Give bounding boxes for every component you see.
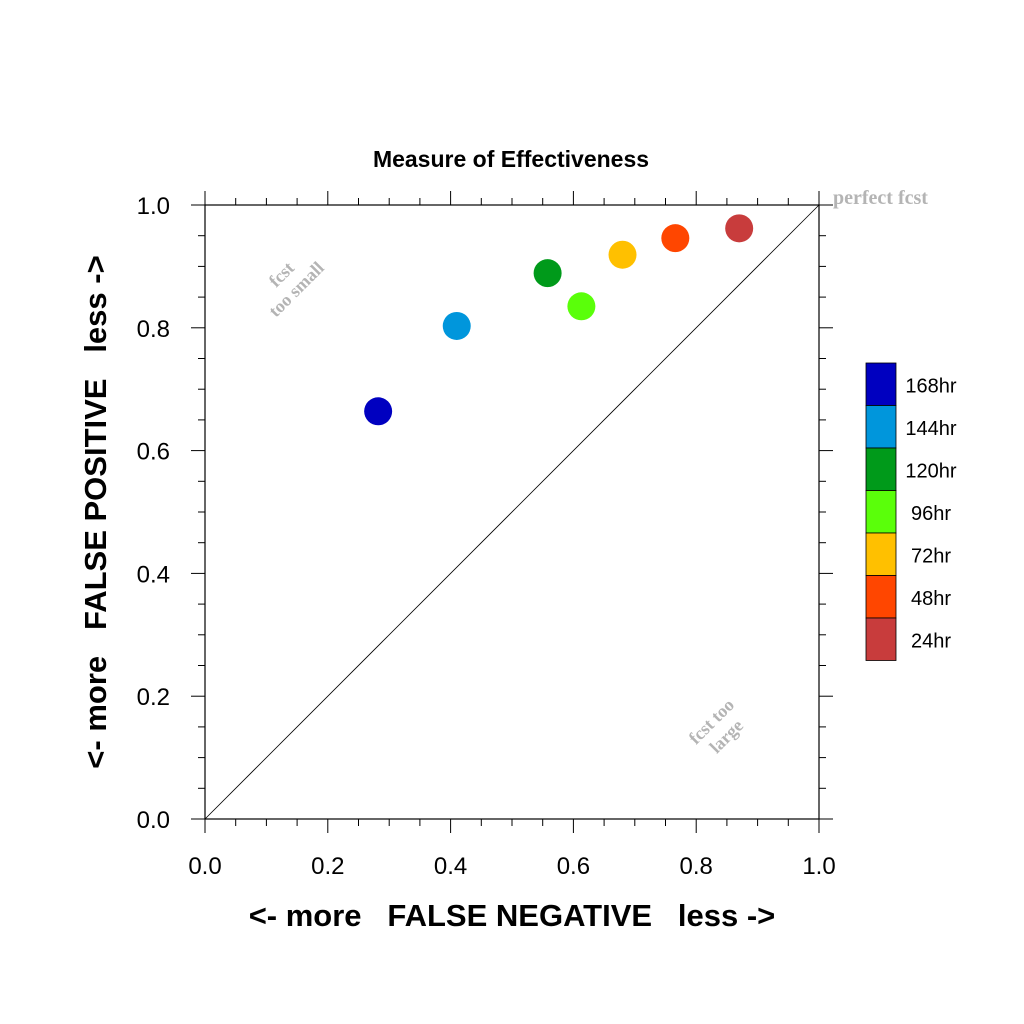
y-tick-label: 0.6 xyxy=(137,439,170,466)
legend: 168hr 144hr 120hr 96hr 72hr 48hr 24hr xyxy=(865,362,957,661)
y-tick-label: 0.2 xyxy=(137,684,170,711)
point-120hr xyxy=(533,259,562,288)
diagonal-reference-line xyxy=(204,204,820,820)
y-tick-label: 0.4 xyxy=(137,561,170,588)
y-axis: 0.0 0.2 0.4 0.6 0.8 1.0 xyxy=(137,193,833,834)
point-96hr xyxy=(567,292,596,321)
legend-swatch-120hr xyxy=(865,447,897,491)
data-points xyxy=(364,214,754,426)
legend-swatch-24hr xyxy=(865,617,897,661)
legend-label-24hr: 24hr xyxy=(911,630,951,652)
legend-swatch-72hr xyxy=(865,532,897,576)
y-tick-label: 0.0 xyxy=(137,807,170,834)
annotation-too-small: fcst too small xyxy=(265,258,328,321)
x-tick-label: 0.2 xyxy=(311,853,344,880)
x-tick-label: 0.0 xyxy=(188,853,221,880)
x-tick-label: 1.0 xyxy=(802,853,835,880)
point-144hr xyxy=(442,311,471,340)
legend-label-144hr: 144hr xyxy=(905,418,956,440)
annotation-too-large: fcst too large xyxy=(685,695,747,757)
point-168hr xyxy=(364,397,393,426)
x-axis: 0.0 0.2 0.4 0.6 0.8 1.0 xyxy=(188,191,836,880)
x-tick-label: 0.6 xyxy=(557,853,590,880)
y-axis-label: <- more FALSE POSITIVE less -> xyxy=(78,255,113,768)
point-72hr xyxy=(608,240,637,269)
x-axis-label: <- more FALSE NEGATIVE less -> xyxy=(249,898,776,933)
point-24hr xyxy=(725,214,754,243)
x-tick-label: 0.4 xyxy=(434,853,467,880)
legend-swatch-168hr xyxy=(865,362,897,406)
y-tick-label: 0.8 xyxy=(137,316,170,343)
legend-label-120hr: 120hr xyxy=(905,460,956,482)
point-48hr xyxy=(661,224,690,253)
legend-label-72hr: 72hr xyxy=(911,545,951,567)
chart-title: Measure of Effectiveness xyxy=(373,146,649,172)
y-tick-label: 1.0 xyxy=(137,193,170,220)
legend-swatch-144hr xyxy=(865,405,897,449)
legend-label-96hr: 96hr xyxy=(911,503,951,525)
annotation-perfect-fcst: perfect fcst xyxy=(833,187,928,209)
legend-label-48hr: 48hr xyxy=(911,588,951,610)
x-tick-label: 0.8 xyxy=(680,853,713,880)
legend-swatch-96hr xyxy=(865,490,897,534)
legend-swatch-48hr xyxy=(865,575,897,619)
legend-label-168hr: 168hr xyxy=(905,375,956,397)
